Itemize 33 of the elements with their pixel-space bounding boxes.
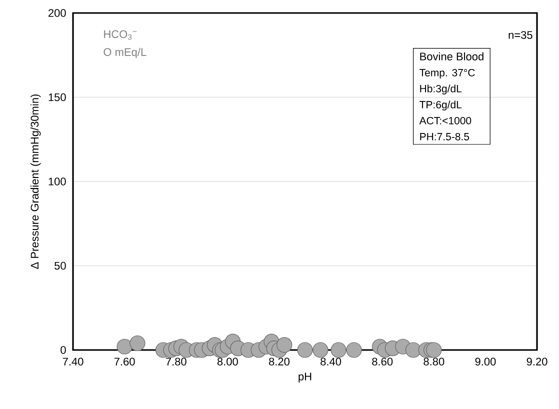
x-tick-label: 8.60 bbox=[372, 358, 393, 366]
x-tick-label: 8.20 bbox=[269, 358, 290, 366]
x-tick-label: 7.60 bbox=[114, 358, 135, 366]
annotation: TP:6g/dL bbox=[420, 100, 462, 110]
point bbox=[346, 342, 362, 358]
x-tick-label: 7.80 bbox=[166, 358, 186, 366]
y-tick-label: 50 bbox=[54, 262, 66, 270]
annotation: Bovine Blood bbox=[420, 52, 484, 60]
x-tick-label: 8.00 bbox=[217, 358, 238, 366]
point bbox=[330, 342, 346, 358]
x-tick-label: 9.20 bbox=[526, 358, 548, 366]
x-tick-label: 8.80 bbox=[424, 358, 444, 366]
x-tick-label: 7.40 bbox=[62, 358, 84, 366]
y-tick-label: 200 bbox=[48, 9, 66, 17]
annotation: Hb:3g/dL bbox=[420, 84, 462, 94]
point bbox=[116, 338, 132, 354]
y-tick-label: 150 bbox=[48, 93, 66, 102]
point bbox=[297, 342, 313, 358]
point bbox=[130, 335, 146, 352]
point bbox=[312, 342, 328, 358]
point bbox=[405, 342, 422, 358]
annotation: Temp. 37°C bbox=[420, 68, 475, 78]
annotation: O mEq/L bbox=[104, 48, 146, 58]
annotation: ACT:<1000 bbox=[419, 116, 472, 124]
annotation: PH:7.5-8.5 bbox=[420, 132, 470, 140]
x-tick-label: 8.40 bbox=[320, 358, 342, 366]
point bbox=[276, 337, 292, 353]
x-tick-label: 9.00 bbox=[475, 358, 496, 366]
x-axis-title: pH bbox=[298, 372, 312, 383]
y-tick-label: 0 bbox=[60, 346, 66, 354]
y-tick-label: 100 bbox=[48, 178, 66, 186]
annotation: n=35 bbox=[508, 31, 532, 39]
y-axis-title: Δ Pressure Gradient (mmHg/30min) bbox=[30, 94, 41, 269]
